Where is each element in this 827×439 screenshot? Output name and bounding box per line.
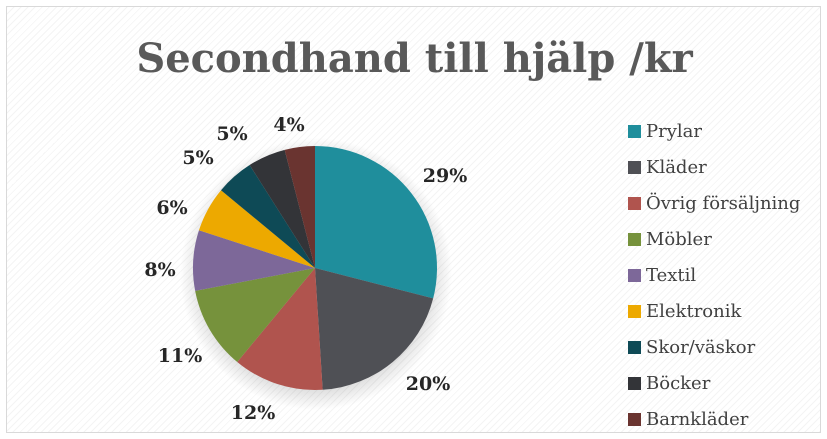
legend-item-3: Övrig försäljning bbox=[628, 185, 800, 221]
slice-label-9: 4% bbox=[273, 114, 304, 136]
slice-label-5: 8% bbox=[144, 259, 175, 281]
legend-label-4: Möbler bbox=[646, 228, 712, 250]
legend-item-5: Textil bbox=[628, 257, 800, 293]
legend-label-7: Skor/väskor bbox=[646, 336, 756, 358]
legend-label-3: Övrig försäljning bbox=[646, 192, 801, 214]
legend-label-9: Barnkläder bbox=[646, 408, 749, 430]
legend-label-2: Kläder bbox=[646, 156, 707, 178]
pie-slice-8 bbox=[249, 149, 315, 268]
legend-item-7: Skor/väskor bbox=[628, 329, 800, 365]
slice-label-6: 6% bbox=[156, 197, 187, 219]
legend-label-8: Böcker bbox=[646, 372, 711, 394]
pie-slice-4 bbox=[195, 268, 315, 362]
pie-slice-2 bbox=[315, 268, 434, 390]
pie-slices bbox=[192, 146, 438, 391]
legend-label-5: Textil bbox=[646, 264, 697, 286]
legend-swatch-7 bbox=[628, 340, 641, 354]
legend-item-4: Möbler bbox=[628, 221, 800, 257]
legend-swatch-5 bbox=[628, 268, 641, 282]
legend-swatch-9 bbox=[628, 412, 641, 426]
slice-label-8: 5% bbox=[216, 123, 247, 145]
legend-swatch-8 bbox=[628, 376, 641, 390]
slice-label-4: 11% bbox=[158, 345, 203, 367]
slice-label-3: 12% bbox=[231, 402, 276, 424]
legend-swatch-1 bbox=[628, 124, 641, 138]
legend-swatch-6 bbox=[628, 304, 641, 318]
pie-slice-5 bbox=[192, 230, 315, 291]
legend-swatch-2 bbox=[628, 160, 641, 174]
legend-swatch-4 bbox=[628, 232, 641, 246]
legend-item-6: Elektronik bbox=[628, 293, 800, 329]
chart-title: Secondhand till hjälp /kr bbox=[136, 35, 693, 82]
pie-slice-6 bbox=[198, 190, 315, 268]
legend: Prylar Kläder Övrig försäljning Möbler Texti… bbox=[628, 113, 800, 437]
pie-slice-9 bbox=[284, 146, 315, 268]
pie-slice-1 bbox=[315, 146, 438, 299]
legend-item-2: Kläder bbox=[628, 149, 800, 185]
slice-label-1: 29% bbox=[423, 165, 468, 187]
legend-item-8: Böcker bbox=[628, 365, 800, 401]
pie-slice-3 bbox=[237, 268, 323, 391]
pie-slice-7 bbox=[221, 164, 315, 268]
slice-label-2: 20% bbox=[406, 373, 451, 395]
pie-labels: 29% 20% 12% 11% 8% 6% 5%5% 4% bbox=[144, 114, 467, 424]
slice-label-7: 5% bbox=[182, 147, 213, 169]
legend-label-1: Prylar bbox=[646, 120, 702, 142]
legend-item-1: Prylar bbox=[628, 113, 800, 149]
legend-swatch-3 bbox=[628, 196, 641, 210]
legend-item-9: Barnkläder bbox=[628, 401, 800, 437]
legend-label-6: Elektronik bbox=[646, 300, 742, 322]
